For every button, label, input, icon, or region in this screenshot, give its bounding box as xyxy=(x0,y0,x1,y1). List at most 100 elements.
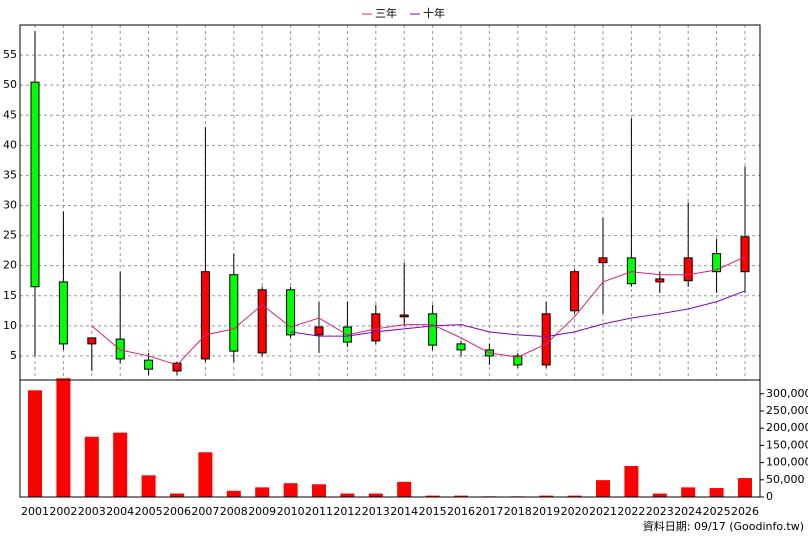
x-tick-label: 2026 xyxy=(731,505,759,518)
y-tick-label: 40 xyxy=(3,138,17,151)
y-tick-label: 45 xyxy=(3,108,17,121)
volume-bar xyxy=(567,495,582,497)
x-tick-label: 2024 xyxy=(674,505,702,518)
y-tick-label: 20 xyxy=(3,259,17,272)
ma-line xyxy=(91,256,746,366)
volume-bar xyxy=(170,493,184,497)
y-tick-label: 50 xyxy=(3,78,17,91)
candle-body xyxy=(399,314,409,318)
x-tick-label: 2022 xyxy=(617,505,645,518)
volume-bar xyxy=(340,493,355,497)
candle-body xyxy=(598,257,608,264)
y2-tick-label: 250,000 xyxy=(766,404,808,417)
candle-body xyxy=(314,326,324,336)
volume-bar xyxy=(454,495,468,497)
volume-bar xyxy=(198,452,213,497)
x-tick-label: 2023 xyxy=(646,505,674,518)
volume-bar xyxy=(283,483,298,497)
x-tick-label: 2001 xyxy=(21,505,49,518)
x-tick-label: 2002 xyxy=(49,505,77,518)
volume-bar xyxy=(596,480,610,497)
ma-line xyxy=(290,290,746,338)
candle-body xyxy=(286,289,296,336)
candle-body xyxy=(172,362,182,372)
x-tick-label: 2010 xyxy=(277,505,305,518)
x-tick-label: 2021 xyxy=(589,505,617,518)
candle-body xyxy=(655,278,665,283)
x-tick-label: 2012 xyxy=(333,505,361,518)
candle-body xyxy=(541,313,551,366)
candle-body xyxy=(115,338,125,360)
candle-body xyxy=(456,343,466,351)
volume-bar xyxy=(28,390,42,497)
volume-bar xyxy=(539,495,554,497)
x-tick-label: 2005 xyxy=(135,505,163,518)
x-tick-label: 2006 xyxy=(163,505,191,518)
volume-bar xyxy=(113,432,128,497)
candle-body xyxy=(740,236,750,273)
y2-tick-label: 150,000 xyxy=(766,438,808,451)
volume-bar xyxy=(312,484,326,497)
y2-tick-label: 100,000 xyxy=(766,456,808,469)
volume-bar xyxy=(738,478,752,497)
volume-bar xyxy=(652,493,667,497)
frame xyxy=(19,24,761,498)
y-tick-label: 5 xyxy=(10,349,17,362)
volume-bar xyxy=(624,466,639,497)
candle-body xyxy=(30,81,40,288)
candle-body xyxy=(144,359,154,370)
y-tick-label: 15 xyxy=(3,289,17,302)
x-tick-label: 2014 xyxy=(390,505,418,518)
y-tick-label: 55 xyxy=(3,48,17,61)
candle-body xyxy=(683,257,693,282)
volume-bar xyxy=(255,487,270,497)
volume-bar xyxy=(397,481,412,497)
volume-bar xyxy=(709,488,724,497)
volume-bar xyxy=(681,487,696,497)
x-tick-label: 2011 xyxy=(305,505,333,518)
candle-body xyxy=(58,281,68,345)
x-tick-label: 2009 xyxy=(248,505,276,518)
x-tick-label: 2018 xyxy=(504,505,532,518)
x-tick-label: 2019 xyxy=(532,505,560,518)
volume-bar xyxy=(56,378,71,497)
x-tick-label: 2007 xyxy=(191,505,219,518)
candle-body xyxy=(626,257,636,285)
candle-body xyxy=(229,274,239,352)
candle-body xyxy=(87,337,97,345)
legend-label: 三年 xyxy=(375,6,397,20)
footnote: 資料日期: 09/17 (Goodinfo.tw) xyxy=(643,519,804,533)
y-tick-label: 10 xyxy=(3,319,17,332)
x-tick-label: 2017 xyxy=(475,505,503,518)
volume-bar xyxy=(141,475,156,497)
x-tick-label: 2016 xyxy=(447,505,475,518)
x-tick-label: 2008 xyxy=(220,505,248,518)
candle-body xyxy=(712,253,722,273)
candle-body xyxy=(428,313,438,346)
y2-tick-label: 200,000 xyxy=(766,421,808,434)
x-tick-label: 2004 xyxy=(106,505,134,518)
candle-body xyxy=(200,271,210,360)
x-tick-label: 2025 xyxy=(703,505,731,518)
candle-body xyxy=(257,289,267,354)
x-tick-label: 2020 xyxy=(561,505,589,518)
y-tick-label: 35 xyxy=(3,168,17,181)
y-tick-label: 30 xyxy=(3,199,17,212)
x-tick-label: 2015 xyxy=(419,505,447,518)
legend-label: 十年 xyxy=(423,6,445,20)
y2-tick-label: 50,000 xyxy=(766,473,805,486)
y-tick-label: 25 xyxy=(3,229,17,242)
volume-bar xyxy=(226,490,241,497)
y2-tick-label: 300,000 xyxy=(766,387,808,400)
x-tick-label: 2013 xyxy=(362,505,390,518)
candle-body xyxy=(513,355,523,366)
volume-bar xyxy=(425,495,440,497)
x-tick-label: 2003 xyxy=(78,505,106,518)
candle-body xyxy=(371,313,381,342)
y2-tick-label: 0 xyxy=(766,490,773,503)
volume-bar xyxy=(368,493,383,497)
volume-bar xyxy=(84,436,99,497)
candle-body xyxy=(570,271,580,312)
